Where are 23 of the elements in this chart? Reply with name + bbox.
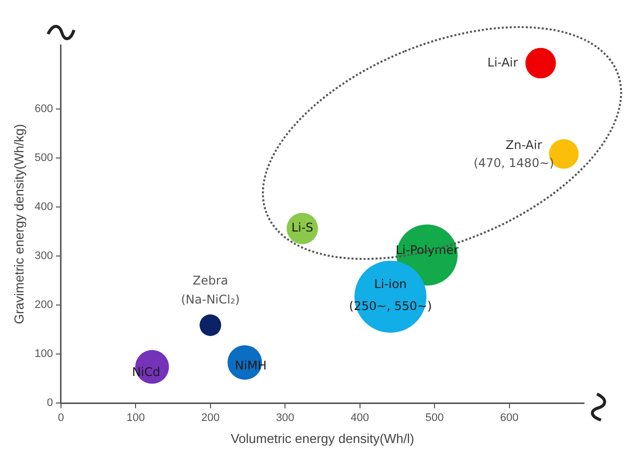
x-tick-label: 400 (350, 412, 370, 424)
y-tick-label: 200 (34, 299, 53, 312)
x-tick-label: 300 (276, 412, 294, 424)
x-tick-label: 200 (201, 412, 220, 424)
text: Zebra (192, 273, 228, 288)
x-axis-title: Volumetric energy density(Wh/l) (230, 430, 414, 446)
x-tick-label: 600 (500, 412, 518, 424)
y-tick-label: 500 (34, 152, 53, 164)
y-tick-label: 0 (46, 397, 53, 410)
y-axis-title: Gravimetric energy density(Wh/kg) (11, 124, 26, 324)
series-label: Li-S (291, 220, 314, 235)
series-label: Li-Air (487, 55, 518, 70)
y-tick-label: 400 (34, 200, 53, 213)
y-tick-label: 300 (34, 250, 53, 262)
annotation: (470, 1480~) (474, 156, 554, 170)
x-tick-label: 0 (58, 412, 64, 424)
annotation: (Na-NiCl₂) (180, 292, 240, 306)
x-tick-label: 500 (425, 412, 444, 424)
x-tick-label: 100 (126, 412, 145, 424)
series-label: Zn-Air (506, 138, 542, 152)
y-tick-label: 600 (34, 102, 53, 115)
series-label: Li-ion (374, 276, 407, 291)
y-tick-label: 100 (34, 348, 53, 360)
